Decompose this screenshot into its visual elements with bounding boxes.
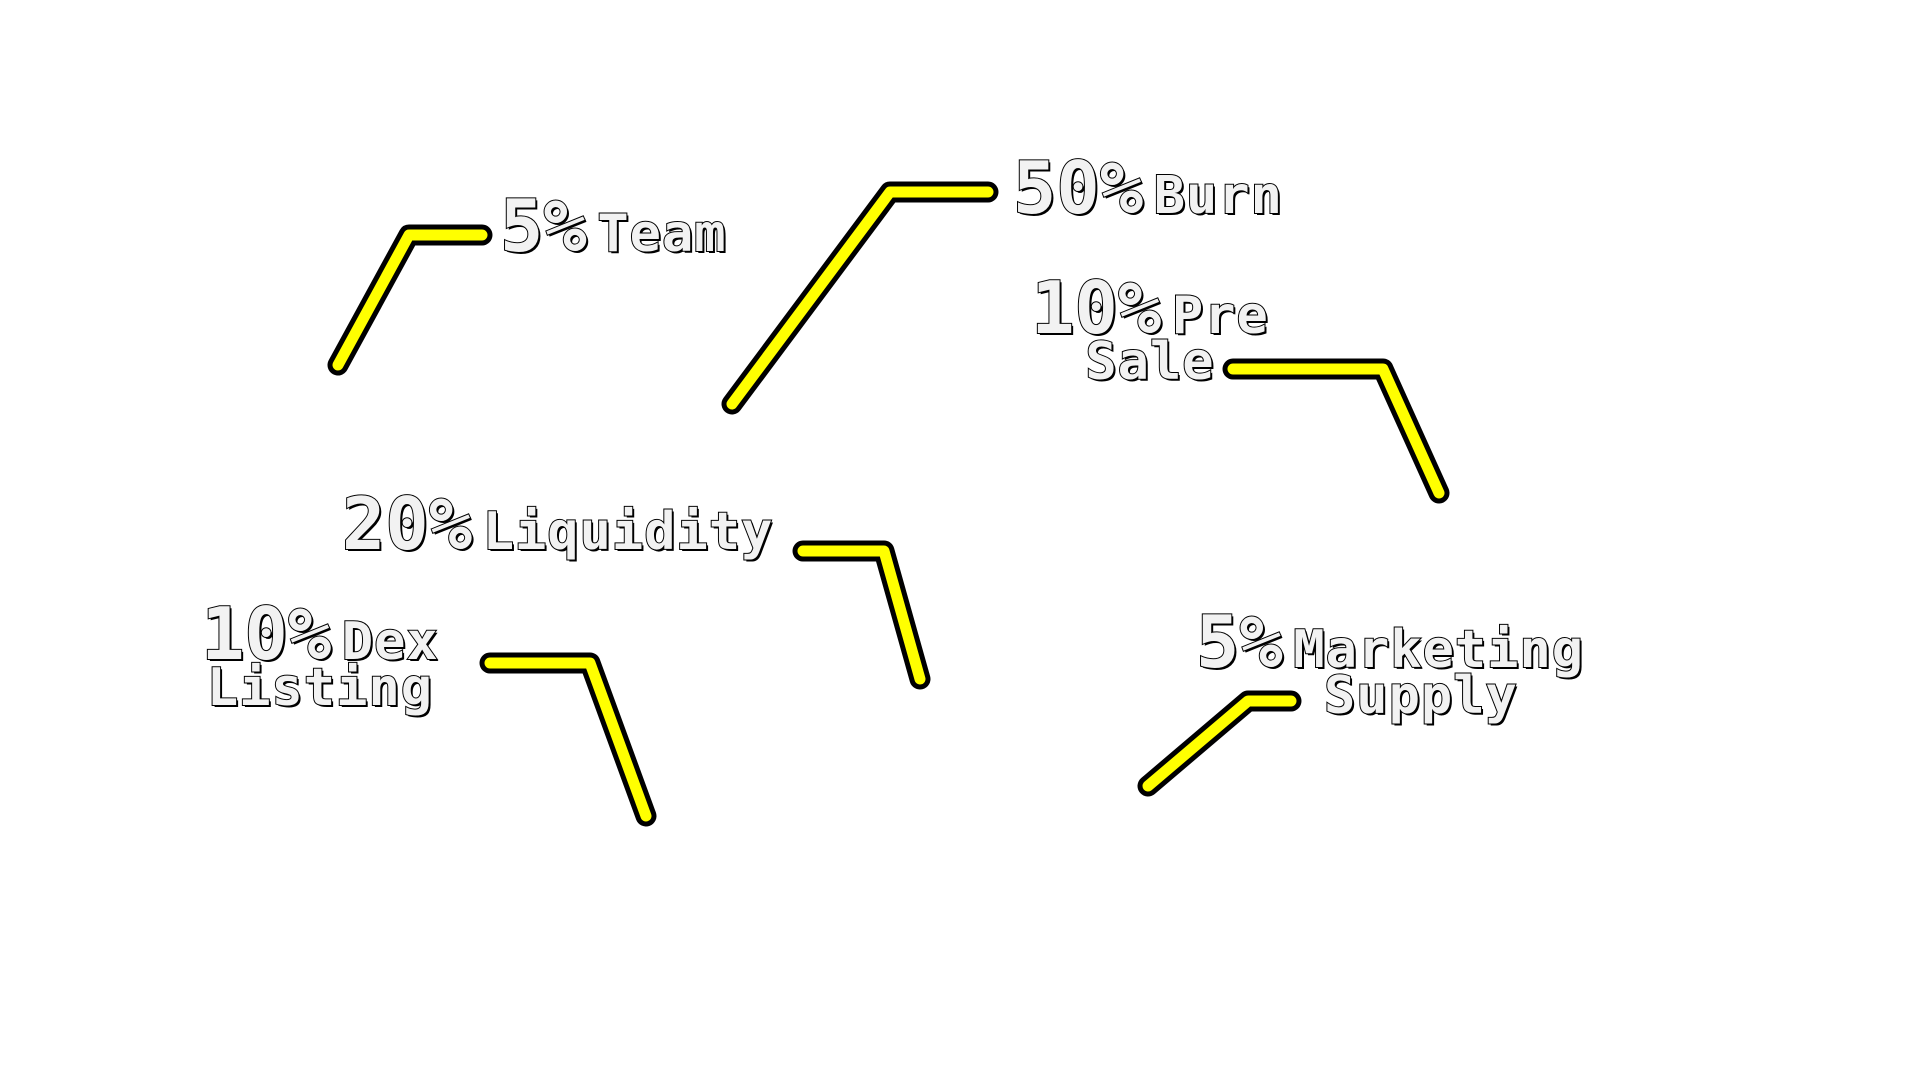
label-presale-percent: 10% — [1030, 266, 1162, 350]
label-dex-name-line2: Listing — [206, 657, 434, 718]
label-team: 5% Team — [499, 189, 727, 263]
label-team-name: Team — [596, 204, 727, 264]
label-presale: 10% Pre Sale — [990, 271, 1310, 389]
label-liquidity: 20% Liquidity — [341, 487, 773, 561]
label-dex-name: Dex — [341, 612, 439, 672]
label-liquidity-percent: 20% — [341, 482, 473, 566]
label-liquidity-name: Liquidity — [482, 502, 774, 562]
label-presale-name: Pre — [1171, 286, 1269, 346]
label-burn: 50% Burn — [1012, 151, 1283, 225]
label-marketing: 5% Marketing Supply — [1195, 605, 1585, 723]
label-burn-name: Burn — [1153, 166, 1283, 226]
label-burn-percent: 50% — [1012, 146, 1144, 230]
label-dex-percent: 10% — [200, 592, 332, 676]
label-marketing-percent: 5% — [1195, 600, 1284, 684]
label-team-percent: 5% — [499, 184, 588, 268]
leader-line-team — [327, 224, 493, 376]
leader-line-presale — [1222, 358, 1450, 504]
leader-line-dex — [479, 652, 657, 827]
label-marketing-name-line2: Supply — [1323, 665, 1518, 726]
label-presale-name-line2: Sale — [1084, 331, 1215, 392]
leader-line-burn — [721, 181, 999, 415]
leader-line-liquidity — [792, 540, 931, 690]
label-marketing-name: Marketing — [1292, 620, 1585, 680]
leader-line-marketing — [1137, 690, 1302, 797]
label-dex: 10% Dex Listing — [160, 597, 480, 715]
